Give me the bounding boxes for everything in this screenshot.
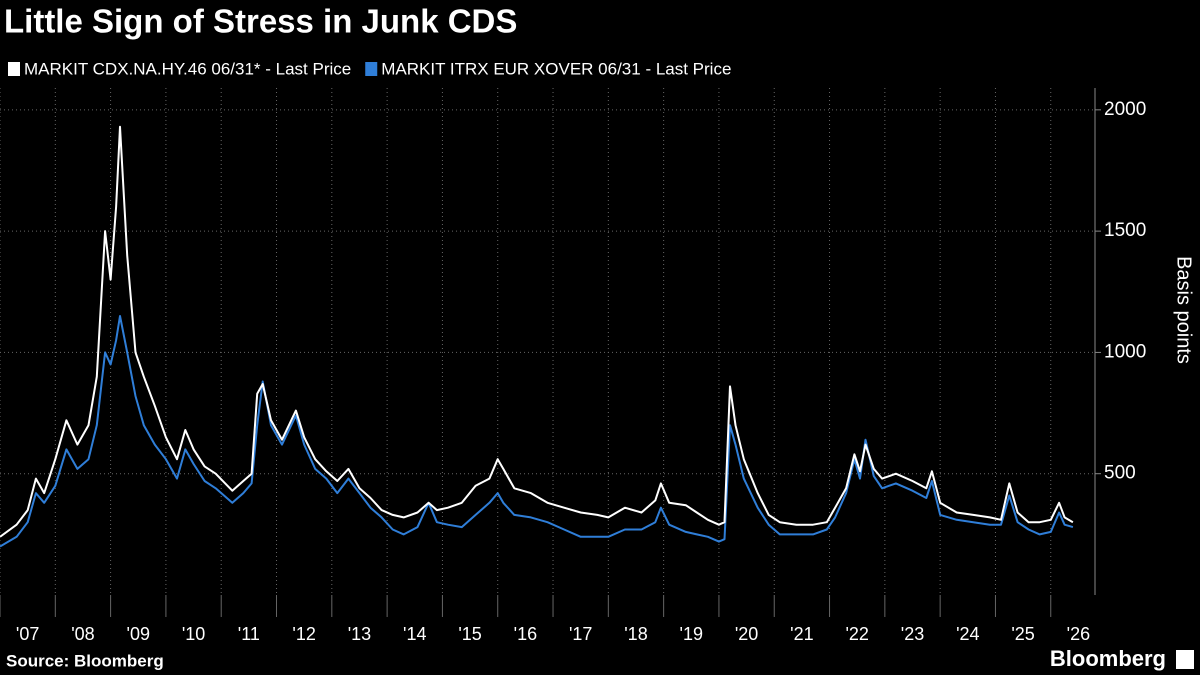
chart-title: Little Sign of Stress in Junk CDS xyxy=(4,3,517,40)
y-tick-label: 2000 xyxy=(1104,99,1146,120)
x-tick-label: '17 xyxy=(569,624,592,644)
x-tick-label: '11 xyxy=(238,624,260,644)
series-line xyxy=(0,125,1074,538)
x-tick-label: '25 xyxy=(1011,624,1034,644)
series-line xyxy=(0,315,1074,548)
x-tick-label: '13 xyxy=(348,624,371,644)
x-tick-label: '12 xyxy=(292,624,315,644)
x-tick-label: '19 xyxy=(680,624,703,644)
x-tick-label: '15 xyxy=(458,624,481,644)
x-tick-label: '10 xyxy=(182,624,205,644)
x-tick-label: '09 xyxy=(127,624,150,644)
x-tick-label: '22 xyxy=(845,624,868,644)
legend-swatch xyxy=(365,62,378,76)
x-tick-label: '14 xyxy=(403,624,426,644)
x-tick-label: '08 xyxy=(71,624,94,644)
x-tick-label: '20 xyxy=(735,624,758,644)
y-tick-label: 1000 xyxy=(1104,341,1146,362)
legend-label: MARKIT ITRX EUR XOVER 06/31 - Last Price xyxy=(381,59,731,78)
x-tick-label: '24 xyxy=(956,624,979,644)
brand: Bloomberg xyxy=(1050,646,1166,671)
x-tick-label: '16 xyxy=(514,624,537,644)
legend-label: MARKIT CDX.NA.HY.46 06/31* - Last Price xyxy=(24,59,351,78)
y-tick-label: 500 xyxy=(1104,463,1136,484)
legend-swatch xyxy=(8,62,20,76)
x-tick-label: '23 xyxy=(901,624,924,644)
brand-icon xyxy=(1176,650,1194,669)
y-tick-label: 1500 xyxy=(1104,220,1146,241)
source: Source: Bloomberg xyxy=(6,651,164,670)
x-tick-label: '26 xyxy=(1067,624,1090,644)
x-tick-label: '07 xyxy=(16,624,39,644)
x-tick-label: '18 xyxy=(624,624,647,644)
x-tick-label: '21 xyxy=(790,624,813,644)
y-axis-label: Basis points xyxy=(1173,256,1195,364)
